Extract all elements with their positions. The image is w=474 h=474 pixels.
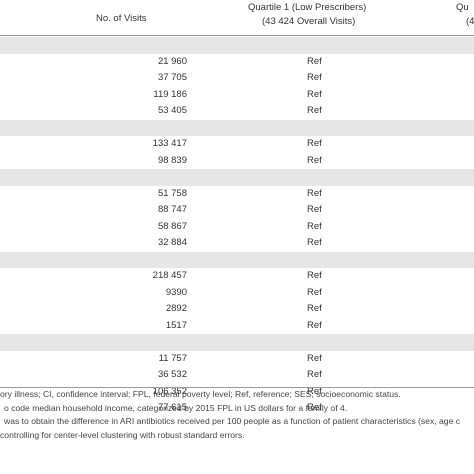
table-row: 133 417 Ref — [0, 136, 474, 153]
quartile1-cell: Ref — [307, 369, 322, 380]
visits-cell: 53 405 — [157, 105, 187, 116]
footnote: o code median household income, categori… — [4, 402, 348, 413]
quartile1-cell: Ref — [307, 319, 322, 331]
table-row: 2892 Ref — [0, 301, 474, 318]
table-row: 53 405 Ref — [0, 103, 474, 120]
table-body: 21 960 Ref 37 705 Ref 119 186 Ref 53 405 Ref 133… — [0, 37, 474, 417]
visits-cell: 106 352 — [152, 385, 187, 397]
quartile1-cell: Ref — [307, 187, 322, 199]
table-row: 98 839 Ref — [0, 153, 474, 170]
footnote: was to obtain the difference in ARI anti… — [4, 416, 461, 426]
footnotes: ory illness; CI, confidence interval; FP… — [0, 389, 474, 443]
table-row: 9390 Ref — [0, 285, 474, 302]
table-row: 32 884 Ref — [0, 235, 474, 252]
quartile1-cell: Ref — [307, 105, 322, 116]
quartile1-cell: Ref — [307, 237, 322, 248]
table-row: 77 615 Ref — [0, 400, 474, 417]
quartile1-cell: Ref — [307, 55, 322, 67]
footer-rule — [0, 387, 474, 388]
section-row — [0, 334, 474, 351]
section-row — [0, 251, 474, 268]
footnote: controlling for center-level clustering … — [0, 429, 245, 440]
visits-cell: 36 532 — [157, 369, 187, 380]
visits-cell: 37 705 — [157, 72, 187, 83]
table-row: 106 352 Ref — [0, 384, 474, 401]
quartile1-column-header: Quartile 1 (Low Prescribers) — [248, 2, 367, 13]
table-row: 119 186 Ref — [0, 87, 474, 104]
table-row: 21 960 Ref — [0, 54, 474, 71]
quartile1-cell: Ref — [307, 138, 322, 149]
quartile1-cell: Ref — [307, 72, 322, 83]
visits-cell: 133 417 — [152, 138, 187, 149]
section-row — [0, 119, 474, 136]
visits-cell: 119 186 — [153, 88, 187, 100]
quartile2-column-subheader: (4 — [466, 16, 474, 27]
visits-cell: 218 457 — [152, 270, 187, 281]
quartile1-cell: Ref — [307, 385, 322, 397]
quartile1-column-subheader: (43 424 Overall Visits) — [262, 16, 356, 27]
visits-cell: 11 757 — [158, 352, 187, 364]
table-header: No. of Visits Quartile 1 (Low Prescriber… — [0, 0, 474, 36]
visits-cell: 1517 — [165, 319, 187, 331]
quartile1-cell: Ref — [307, 286, 322, 298]
visits-cell: 88 747 — [157, 204, 187, 215]
visits-cell: 51 758 — [157, 187, 187, 199]
quartile2-column-header: Qu — [456, 2, 469, 13]
quartile1-cell: Ref — [307, 303, 322, 314]
quartile1-cell: Ref — [307, 154, 322, 166]
table-row: 36 532 Ref — [0, 367, 474, 384]
visits-cell: 9390 — [165, 286, 187, 298]
table-row: 218 457 Ref — [0, 268, 474, 285]
table-row: 88 747 Ref — [0, 202, 474, 219]
table-row: 58 867 Ref — [0, 219, 474, 236]
quartile1-cell: Ref — [307, 402, 322, 413]
quartile1-cell: Ref — [307, 220, 322, 232]
quartile1-cell: Ref — [307, 204, 322, 215]
section-row — [0, 169, 474, 186]
table-row: 51 758 Ref — [0, 186, 474, 203]
quartile1-cell: Ref — [307, 88, 322, 100]
footnote: ory illness; CI, confidence interval; FP… — [0, 389, 401, 399]
quartile1-cell: Ref — [307, 352, 322, 364]
visits-cell: 58 867 — [157, 220, 187, 232]
visits-cell: 32 884 — [157, 237, 187, 248]
visits-cell: 98 839 — [157, 154, 187, 166]
visits-cell: 77 615 — [157, 402, 187, 413]
visits-cell: 21 960 — [157, 55, 187, 67]
table-row: 37 705 Ref — [0, 70, 474, 87]
section-row — [0, 37, 474, 54]
quartile1-cell: Ref — [307, 270, 322, 281]
visits-column-header: No. of Visits — [96, 13, 147, 24]
table-row: 11 757 Ref — [0, 351, 474, 368]
table-row: 1517 Ref — [0, 318, 474, 335]
visits-cell: 2892 — [165, 303, 187, 314]
header-rule — [0, 35, 474, 36]
